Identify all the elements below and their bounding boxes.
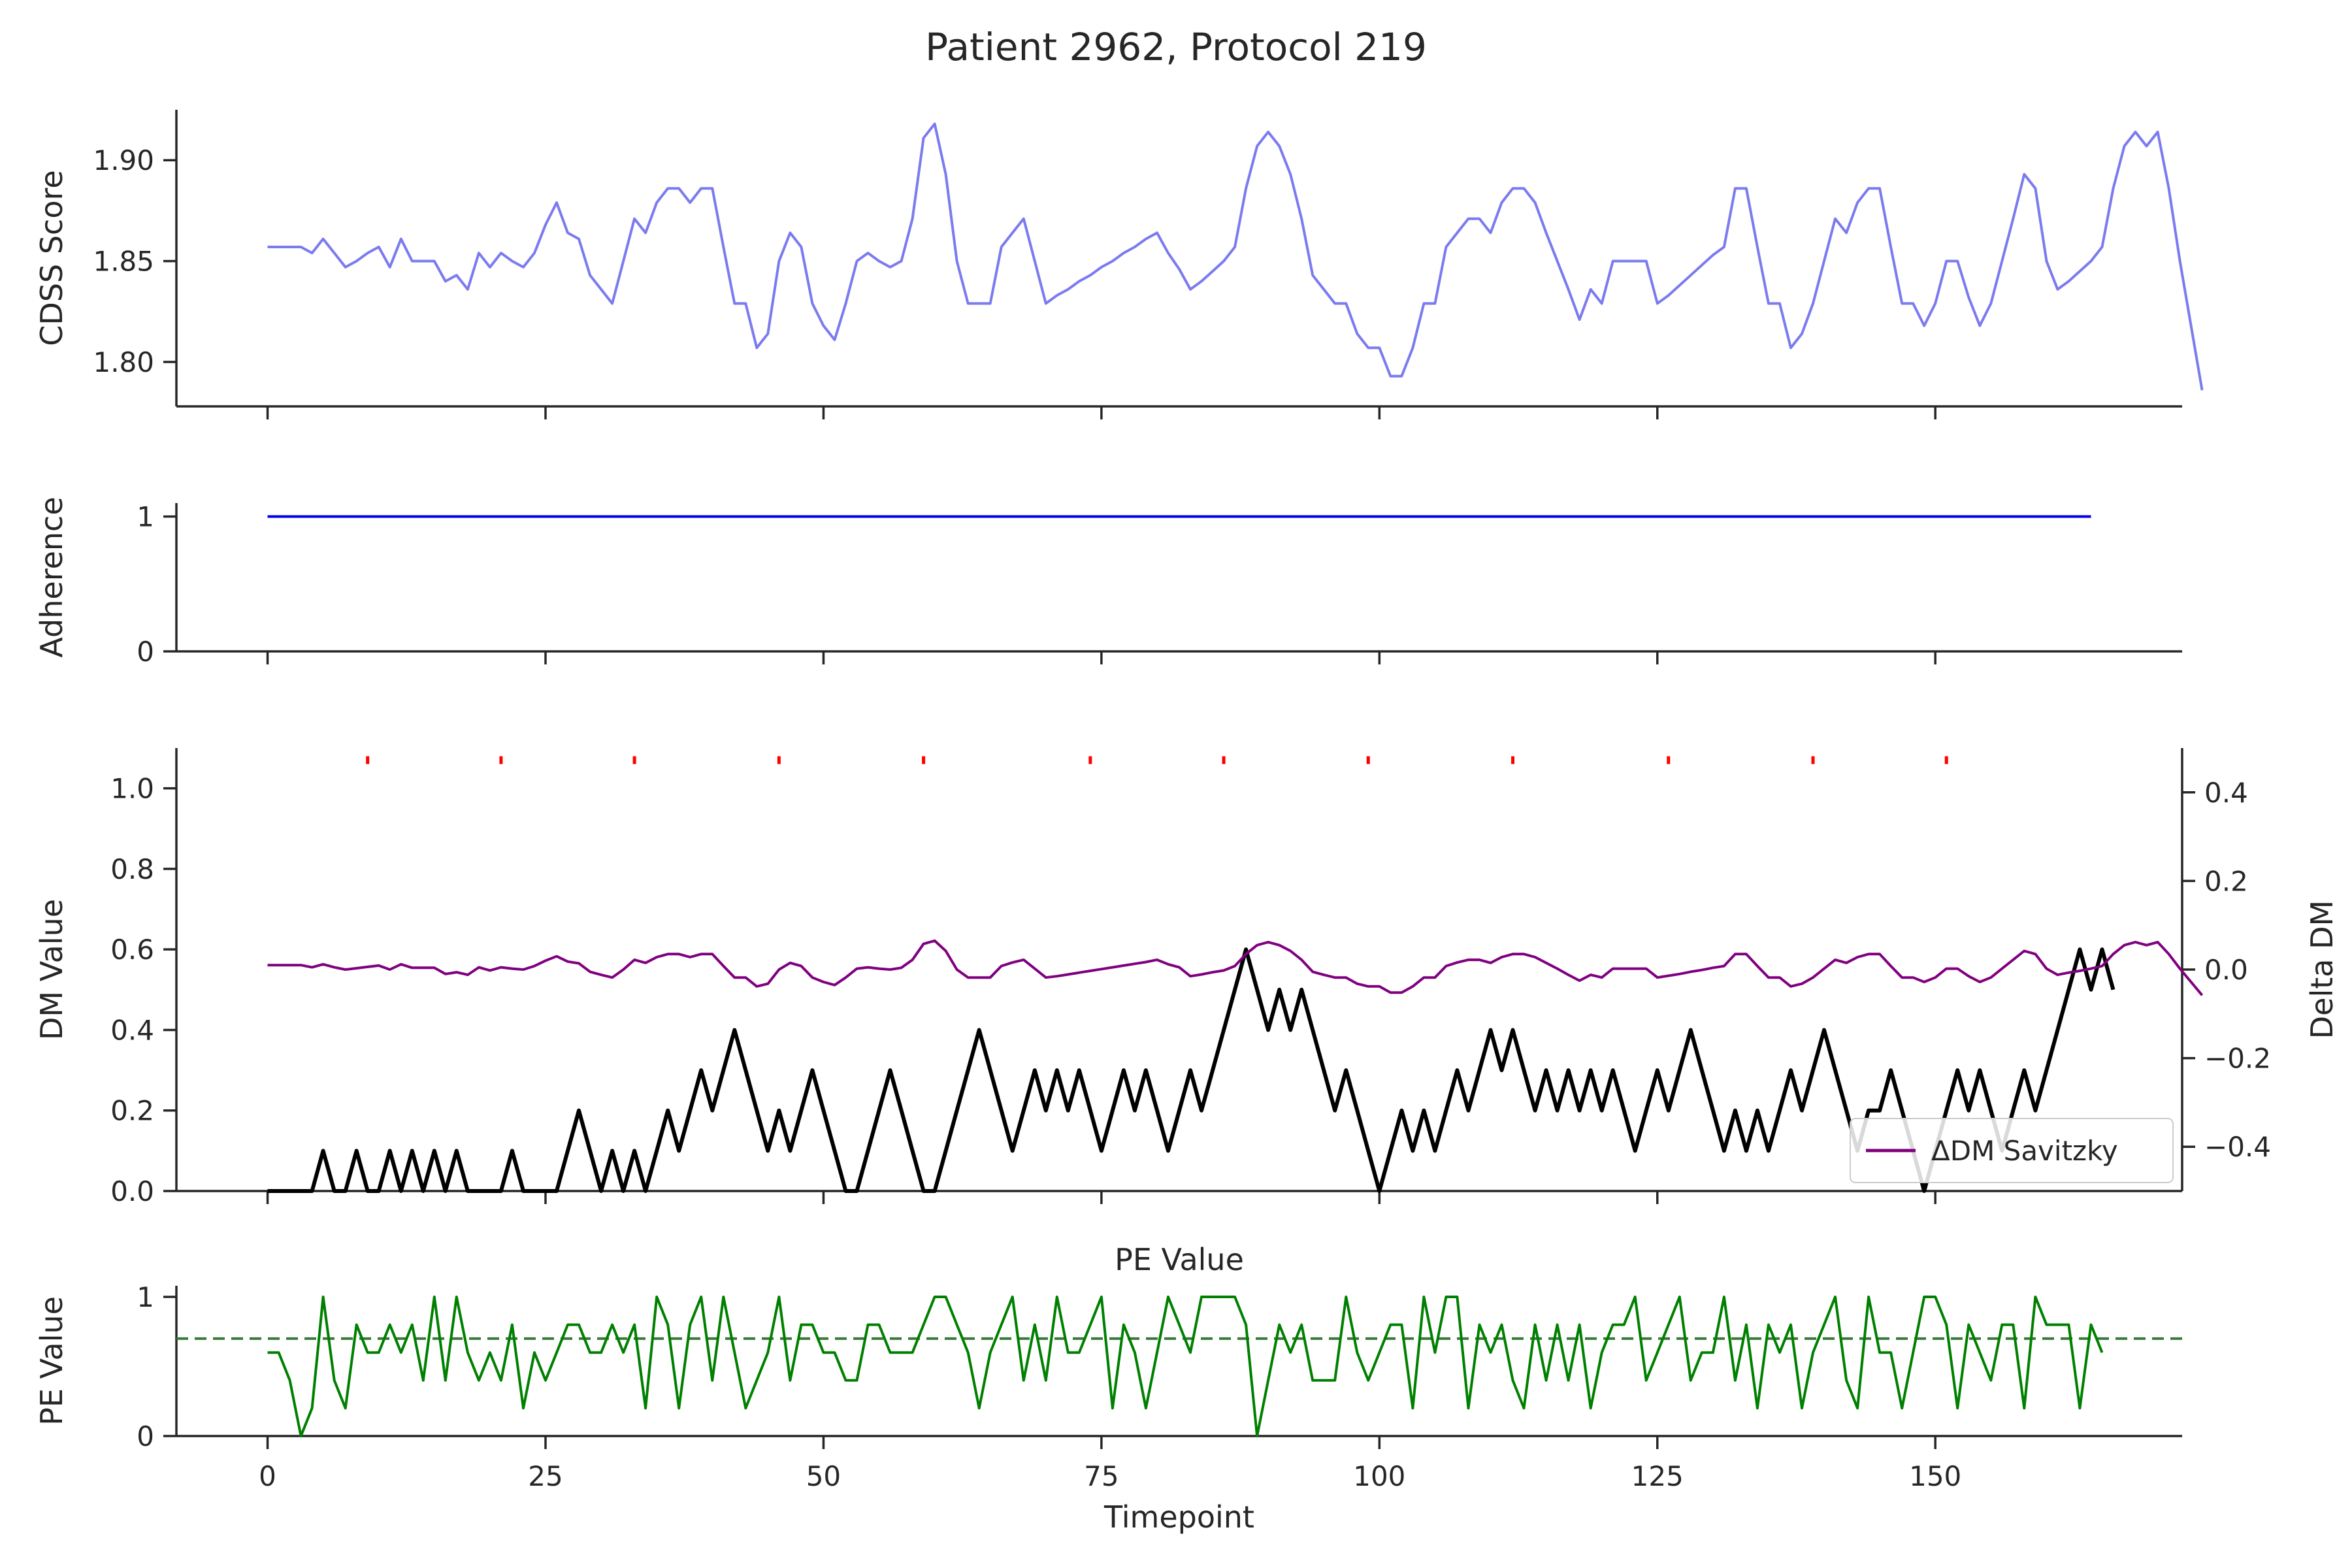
y-axis-label: Adherence — [34, 497, 69, 657]
x-tick-label: 25 — [528, 1460, 563, 1492]
y-tick-label: 1.80 — [93, 346, 154, 378]
series-line-0 — [267, 122, 2204, 391]
y-tick-label: 0 — [137, 1420, 154, 1452]
y-tick-label: 0.2 — [110, 1095, 154, 1127]
right-y-tick-label: 0.4 — [2204, 777, 2248, 809]
series-line-0 — [267, 1296, 2104, 1437]
legend-label: ΔDM Savitzky — [1931, 1135, 2118, 1167]
y-tick-label: 1.85 — [93, 246, 154, 278]
cdss-score-panel: 1.80 1.85 1.90 CDSS Score — [34, 110, 2204, 419]
right-y-axis-label: Delta DM — [2304, 900, 2340, 1039]
y-tick-label: 1.90 — [93, 144, 154, 176]
figure-title: Patient 2962, Protocol 219 — [925, 25, 1427, 69]
x-tick-label: 125 — [1631, 1460, 1684, 1492]
y-tick-label: 0.6 — [110, 934, 154, 966]
x-tick-label: 150 — [1909, 1460, 1961, 1492]
y-tick-label: 1.0 — [110, 773, 154, 805]
y-axis-label: DM Value — [34, 899, 69, 1040]
axes-title: PE Value — [1115, 1242, 1244, 1277]
y-tick-label: 1 — [137, 501, 154, 533]
right-y-tick-label: 0.0 — [2204, 954, 2248, 986]
x-axis-label: Timepoint — [1103, 1499, 1254, 1535]
y-axis-label: CDSS Score — [34, 170, 69, 346]
y-tick-label: 0.8 — [110, 853, 154, 885]
legend: ΔDM Savitzky — [1850, 1118, 2174, 1183]
y-axis-label: PE Value — [34, 1296, 69, 1426]
series-line--dm-savitzky — [267, 939, 2204, 996]
right-y-tick-label: −0.4 — [2204, 1131, 2271, 1163]
right-y-tick-label: −0.2 — [2204, 1043, 2271, 1075]
legend-box — [1850, 1118, 2174, 1183]
x-tick-label: 75 — [1084, 1460, 1119, 1492]
y-tick-label: 1 — [137, 1281, 154, 1313]
y-tick-label: 0.4 — [110, 1014, 154, 1046]
x-tick-label: 100 — [1353, 1460, 1405, 1492]
y-tick-label: 0 — [137, 636, 154, 668]
adherence-panel: 0 1 Adherence — [34, 497, 2182, 668]
x-tick-label: 0 — [259, 1460, 276, 1492]
pe-value-panel: 0 25 50 75 100 125 150 0 1 PE Value PE Value Timepo… — [34, 1242, 2182, 1535]
right-y-tick-label: 0.2 — [2204, 865, 2248, 897]
dm-value-panel: 0.0 0.2 0.4 0.6 0.8 1.0 −0.4 −0.2 0.0 0.2 0.4 Delta… — [34, 748, 2340, 1207]
x-tick-label: 50 — [806, 1460, 841, 1492]
series-line-0 — [267, 947, 2115, 1193]
y-tick-label: 0.0 — [110, 1175, 154, 1207]
